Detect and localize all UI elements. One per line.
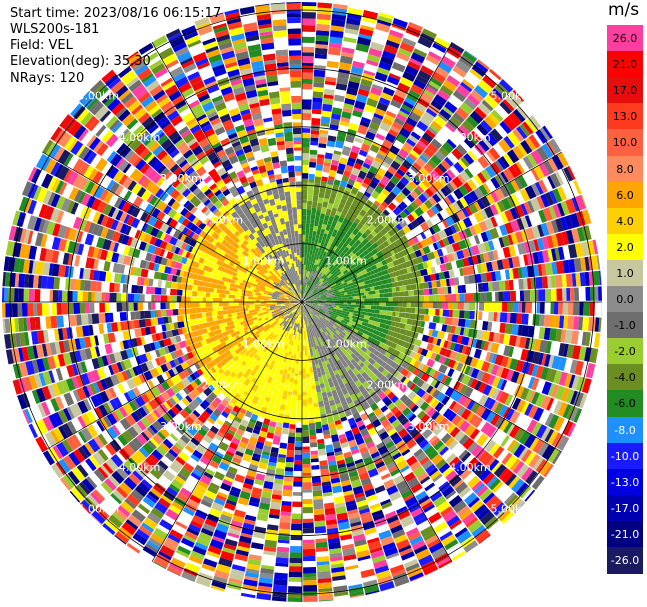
colorbar-label: 21.0 <box>612 58 638 72</box>
azimuth-spoke <box>301 151 562 303</box>
azimuth-spoke <box>301 42 453 303</box>
velocity-gates <box>2 2 602 602</box>
colorbar-label: -6.0 <box>614 397 636 411</box>
colorbar-swatch <box>607 181 643 209</box>
range-label: 2.00km <box>201 213 243 226</box>
colorbar-label: -13.0 <box>610 475 640 489</box>
range-label: 1.00km <box>325 255 367 268</box>
colorbar-label: 1.0 <box>616 266 634 280</box>
colorbar-swatch <box>607 25 643 53</box>
colorbar-swatch <box>607 312 643 340</box>
range-label: 3.00km <box>160 420 202 433</box>
range-label: 1.00km <box>243 337 285 350</box>
nrays-text: NRays: 120 <box>10 71 85 86</box>
range-label: 3.00km <box>160 172 202 185</box>
range-label: 4.00km <box>449 131 491 144</box>
colorbar-swatch <box>607 547 643 575</box>
range-label: 4.00km <box>449 461 491 474</box>
colorbar-swatch <box>607 129 643 157</box>
colorbar-label: 8.0 <box>616 162 634 176</box>
colorbar-label: -17.0 <box>610 501 640 515</box>
start-time-text: Start time: 2023/08/16 06:15:17 <box>10 6 222 21</box>
range-label: 4.00km <box>119 131 161 144</box>
colorbar-label: 4.0 <box>616 214 634 228</box>
range-label: 3.00km <box>408 172 450 185</box>
range-label: 5.00km <box>490 90 532 103</box>
range-label: 1.00km <box>243 255 285 268</box>
colorbar-label: -1.0 <box>614 319 636 333</box>
range-label: 2.00km <box>367 213 409 226</box>
colorbar-swatch <box>607 442 643 470</box>
range-label: 5.00km <box>490 502 532 515</box>
colorbar-swatch <box>607 494 643 522</box>
azimuth-spoke <box>301 301 562 453</box>
colorbar-swatch <box>607 207 643 235</box>
colorbar-label: 0.0 <box>616 293 634 306</box>
range-label: 3.00km <box>408 420 450 433</box>
colorbar-label: 17.0 <box>612 84 638 98</box>
site-name-text: WLS200s-181 <box>10 22 100 37</box>
elevation-text: Elevation(deg): 35.30 <box>10 54 151 69</box>
colorbar-label: -4.0 <box>614 371 636 385</box>
colorbar-label: -30.0 <box>610 580 640 594</box>
colorbar-swatch <box>607 155 643 183</box>
colorbar-swatch <box>607 390 643 418</box>
colorbar-swatch <box>607 286 643 314</box>
colorbar-label: -26.0 <box>610 554 640 567</box>
colorbar-label: 13.0 <box>612 110 638 124</box>
azimuth-spoke <box>151 42 303 303</box>
colorbar-unit: m/s <box>608 0 640 20</box>
azimuth-spoke <box>42 301 303 453</box>
azimuth-spoke <box>42 151 303 303</box>
colorbar-label: 26.0 <box>612 32 638 45</box>
colorbar-label: -2.0 <box>614 345 636 359</box>
colorbar-label: 10.0 <box>612 136 638 150</box>
range-label: 2.00km <box>201 379 243 392</box>
azimuth-spoke <box>151 301 303 562</box>
colorbar-label: 2.0 <box>616 240 634 254</box>
range-label: 1.00km <box>325 337 367 350</box>
field-text: Field: VEL <box>10 38 73 53</box>
azimuth-spoke <box>301 301 453 562</box>
range-label: 5.00km <box>78 502 120 515</box>
colorbar-label: -8.0 <box>614 423 636 437</box>
colorbar-swatch <box>607 416 643 444</box>
colorbar-swatch <box>607 338 643 366</box>
colorbar-swatch <box>607 51 643 79</box>
range-label: 2.00km <box>367 379 409 392</box>
colorbar-swatch <box>607 364 643 392</box>
colorbar-swatch <box>607 520 643 548</box>
colorbar-label: -21.0 <box>610 527 640 541</box>
colorbar-swatch <box>607 233 643 261</box>
colorbar-label: -10.0 <box>610 449 640 463</box>
colorbar-swatch <box>607 259 643 287</box>
colorbar-swatch <box>607 468 643 496</box>
colorbar-label: 6.0 <box>616 188 634 202</box>
range-label: 5.00km <box>78 90 120 103</box>
colorbar: 26.0 21.0 17.0 13.0 10.0 8.0 6.0 4.0 2.0 1.0 0.0 -1… <box>603 25 647 600</box>
colorbar-swatch <box>607 77 643 105</box>
range-label: 4.00km <box>119 461 161 474</box>
colorbar-swatch <box>607 103 643 131</box>
